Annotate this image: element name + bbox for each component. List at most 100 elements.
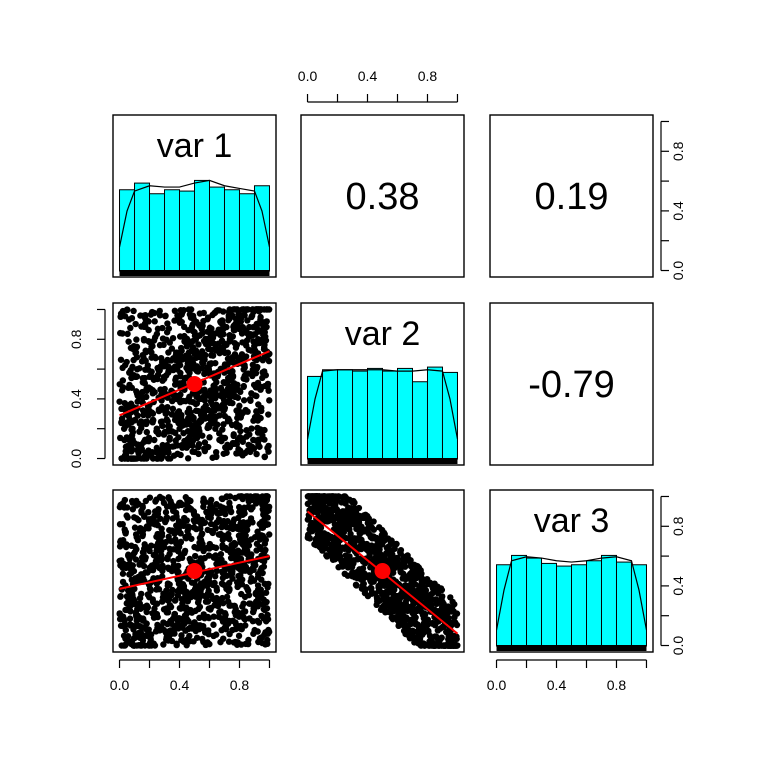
data-point [200,638,207,646]
data-point [424,622,431,629]
data-point [326,533,333,540]
data-point [121,617,128,624]
data-point [226,499,233,507]
data-point [165,443,172,450]
data-point [151,318,158,325]
data-point [231,602,238,610]
data-point [206,540,213,548]
data-point [168,411,176,418]
data-point [250,338,257,345]
data-point [170,546,177,553]
data-point [447,594,454,601]
data-point [243,433,250,440]
data-point [182,397,189,405]
data-point [407,562,414,570]
data-point [348,512,355,519]
data-point [128,432,136,439]
data-point [133,388,140,395]
data-point [255,436,262,444]
data-point [143,608,150,616]
histogram-bar [307,375,324,460]
data-point [183,588,190,596]
panel-frame [300,489,465,653]
data-point [117,592,124,600]
data-point [218,523,225,531]
data-point [128,426,135,433]
data-point [128,552,136,559]
data-point [131,524,139,531]
data-point [413,565,420,572]
data-point [401,562,408,569]
data-point [207,592,215,599]
data-point [214,307,221,314]
data-point [136,428,143,435]
data-point [248,312,256,319]
mean-point [374,563,391,579]
data-point [143,523,151,530]
data-point [148,354,155,361]
tick-label: 0.0 [68,449,84,469]
data-point [244,317,251,324]
data-point [138,441,145,448]
data-point [192,552,199,560]
data-point [230,323,237,331]
histogram-bar [134,182,151,272]
data-point [375,587,383,595]
data-point [451,632,458,640]
data-point [191,518,198,525]
tick-label: 0.0 [110,677,130,693]
data-point [244,519,252,526]
data-point [154,364,161,372]
data-point [133,336,140,343]
panel-frame [489,489,654,653]
data-point [154,375,161,383]
data-point [245,346,252,353]
data-point [156,564,163,572]
data-point [379,604,386,611]
data-point [199,360,207,367]
data-point [389,551,396,558]
histogram-panel: var 2 [306,315,459,464]
data-point [149,387,156,394]
data-point [360,580,367,587]
data-point [145,318,152,325]
data-point [145,508,152,516]
data-point [311,541,318,548]
data-point [219,542,226,549]
data-point [407,574,414,581]
data-point [128,640,135,648]
data-point [178,411,185,419]
variable-title: var 3 [534,502,610,540]
data-point [153,533,160,540]
data-point [248,425,255,432]
data-point [217,384,225,392]
data-point [186,632,193,640]
data-point [408,616,416,623]
data-point [227,383,234,390]
data-point [427,602,435,609]
histogram-panel: var 1 [118,127,271,276]
data-point [171,630,178,637]
data-point [336,524,344,531]
data-point [131,514,138,521]
data-point [140,312,147,320]
data-point [390,586,397,593]
data-point [199,322,206,330]
data-point [148,308,156,316]
data-point [212,448,220,456]
data-point [207,330,214,338]
data-point [237,525,244,532]
data-point [160,641,167,648]
data-point [235,632,243,640]
data-point [219,495,226,503]
data-point [121,526,128,533]
data-point [225,308,233,316]
histogram-panel: var 3 [495,502,648,651]
data-point [157,354,165,362]
data-point [263,323,270,331]
data-point [405,631,412,639]
data-point [223,341,230,349]
data-point [202,498,209,506]
data-point [233,439,240,446]
data-point [131,543,139,551]
